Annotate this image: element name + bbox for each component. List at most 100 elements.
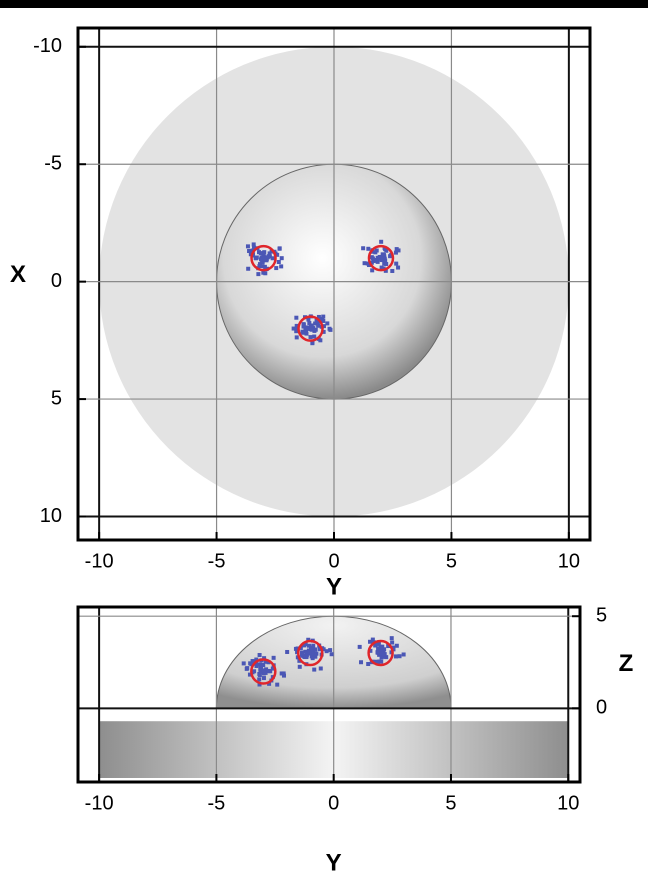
- y-tick-label: 0: [51, 270, 62, 292]
- particle: [330, 652, 334, 656]
- particle: [307, 651, 311, 655]
- particle: [272, 656, 276, 660]
- particle: [278, 247, 282, 251]
- x-tick-label: 5: [446, 550, 457, 572]
- particle: [379, 240, 383, 244]
- particle: [302, 322, 306, 326]
- particle: [262, 676, 266, 680]
- x-axis-label: Y: [326, 849, 342, 876]
- particle: [255, 664, 259, 668]
- x-tick-label: -10: [85, 792, 114, 814]
- particle: [382, 653, 386, 657]
- particle: [294, 316, 298, 320]
- particle: [242, 661, 246, 665]
- particle: [366, 247, 370, 251]
- particle: [319, 666, 323, 670]
- particle: [268, 669, 272, 673]
- particle: [267, 254, 271, 258]
- y-tick-label: 5: [596, 604, 607, 626]
- particle: [310, 328, 314, 332]
- y-tick-label: 5: [51, 387, 62, 409]
- particle: [258, 673, 262, 677]
- x-tick-label: 0: [328, 792, 339, 814]
- particle: [309, 647, 313, 651]
- particle: [395, 247, 399, 251]
- particle: [263, 265, 267, 269]
- particle: [384, 262, 388, 266]
- y-tick-label: -5: [44, 153, 62, 175]
- particle: [301, 330, 305, 334]
- particle: [279, 264, 283, 268]
- particle: [359, 660, 363, 664]
- plot-area: [78, 607, 580, 782]
- particle: [321, 315, 325, 319]
- particle: [363, 261, 367, 265]
- particle: [298, 665, 302, 669]
- particle: [285, 650, 289, 654]
- particle: [262, 250, 266, 254]
- x-tick-label: 10: [558, 550, 580, 572]
- particle: [394, 262, 398, 266]
- particle: [261, 668, 265, 672]
- particle: [380, 256, 384, 260]
- particle: [311, 644, 315, 648]
- particle: [390, 636, 394, 640]
- particle: [318, 338, 322, 342]
- particle: [376, 650, 380, 654]
- particle: [259, 257, 263, 261]
- x-tick-label: -5: [208, 550, 226, 572]
- particle: [275, 683, 279, 687]
- plot-area: [78, 28, 590, 540]
- particle: [300, 652, 304, 656]
- particle: [309, 335, 313, 339]
- particle: [259, 251, 263, 255]
- particle: [245, 666, 249, 670]
- particle: [314, 652, 318, 656]
- particle: [390, 269, 394, 273]
- particle: [372, 258, 376, 262]
- particle: [277, 260, 281, 264]
- particle: [313, 647, 317, 651]
- x-tick-label: 10: [557, 792, 579, 814]
- particle: [375, 249, 379, 253]
- particle: [394, 251, 398, 255]
- particle: [282, 671, 286, 675]
- x-tick-label: -10: [85, 550, 114, 572]
- particle: [274, 266, 278, 270]
- y-axis-label: X: [10, 261, 26, 288]
- y-tick-label: 0: [596, 697, 607, 719]
- particle: [295, 335, 299, 339]
- particle: [371, 638, 375, 642]
- particle: [280, 256, 284, 260]
- x-tick-label: -5: [208, 792, 226, 814]
- particle: [271, 256, 275, 260]
- particle: [394, 654, 398, 658]
- particle: [246, 244, 250, 248]
- particle: [316, 324, 320, 328]
- top-bar: [0, 0, 648, 8]
- particle: [312, 335, 316, 339]
- x-tick-label: 5: [445, 792, 456, 814]
- particle: [328, 648, 332, 652]
- y-tick-label: -10: [33, 35, 62, 57]
- x-axis-label: Y: [326, 573, 342, 600]
- x-tick-label: 0: [328, 550, 339, 572]
- particle: [254, 256, 258, 260]
- particle: [256, 272, 260, 276]
- y-axis-label: Z: [619, 650, 634, 677]
- particle: [380, 645, 384, 649]
- particle: [328, 328, 332, 332]
- y-tick-label: 10: [40, 505, 62, 527]
- particle: [395, 644, 399, 648]
- particle: [398, 654, 402, 658]
- particle: [312, 668, 316, 672]
- particle: [396, 266, 400, 270]
- particle: [402, 652, 406, 656]
- figure: -10 -5 0 5 10 -10 -5 0 5 10 Y X -10 -5 0 5 10 0 5 Y Z: [0, 0, 648, 880]
- particle: [258, 653, 262, 657]
- particle: [361, 246, 365, 250]
- particle: [311, 656, 315, 660]
- particle: [246, 267, 250, 271]
- particle: [358, 645, 362, 649]
- particle: [366, 662, 370, 666]
